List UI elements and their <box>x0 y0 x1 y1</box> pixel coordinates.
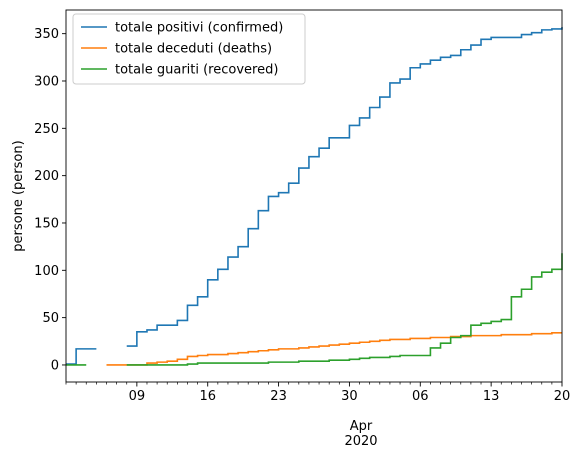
x-year-label: 2020 <box>344 434 377 449</box>
axes-frame <box>65 9 563 383</box>
y-axis-label: persone (person) <box>11 140 26 251</box>
x-axis-month-label: Apr 2020 <box>344 419 377 449</box>
x-tick-label: 30 <box>341 389 358 404</box>
x-axis: 09 16 23 30 06 13 20 <box>65 382 571 404</box>
x-tick-label: 16 <box>199 389 216 404</box>
y-tick-label: 250 <box>34 122 59 137</box>
legend-label: totale deceduti (deaths) <box>115 42 272 57</box>
y-tick-label: 0 <box>51 358 59 373</box>
x-tick-label: 09 <box>129 389 146 404</box>
y-tick-label: 50 <box>42 311 59 326</box>
legend-label: totale guariti (recovered) <box>115 63 278 78</box>
series-line-positivi <box>66 27 563 365</box>
x-tick-label: 23 <box>270 389 287 404</box>
legend-box <box>72 13 306 85</box>
series-line-guariti <box>66 253 563 366</box>
y-axis: 0 50 100 150 200 250 300 350 <box>34 27 66 373</box>
legend: totale positivi (confirmed) totale decedu… <box>72 13 306 85</box>
y-tick-label: 150 <box>34 216 59 231</box>
x-tick-label: 06 <box>412 389 429 404</box>
plot-area <box>66 27 563 366</box>
y-tick-label: 300 <box>34 74 59 89</box>
y-tick-label: 100 <box>34 264 59 279</box>
x-month-label: Apr <box>350 419 373 434</box>
x-tick-label: 20 <box>554 389 571 404</box>
x-tick-label: 13 <box>483 389 500 404</box>
legend-label: totale positivi (confirmed) <box>115 21 283 36</box>
y-tick-label: 200 <box>34 169 59 184</box>
y-tick-label: 350 <box>34 27 59 42</box>
